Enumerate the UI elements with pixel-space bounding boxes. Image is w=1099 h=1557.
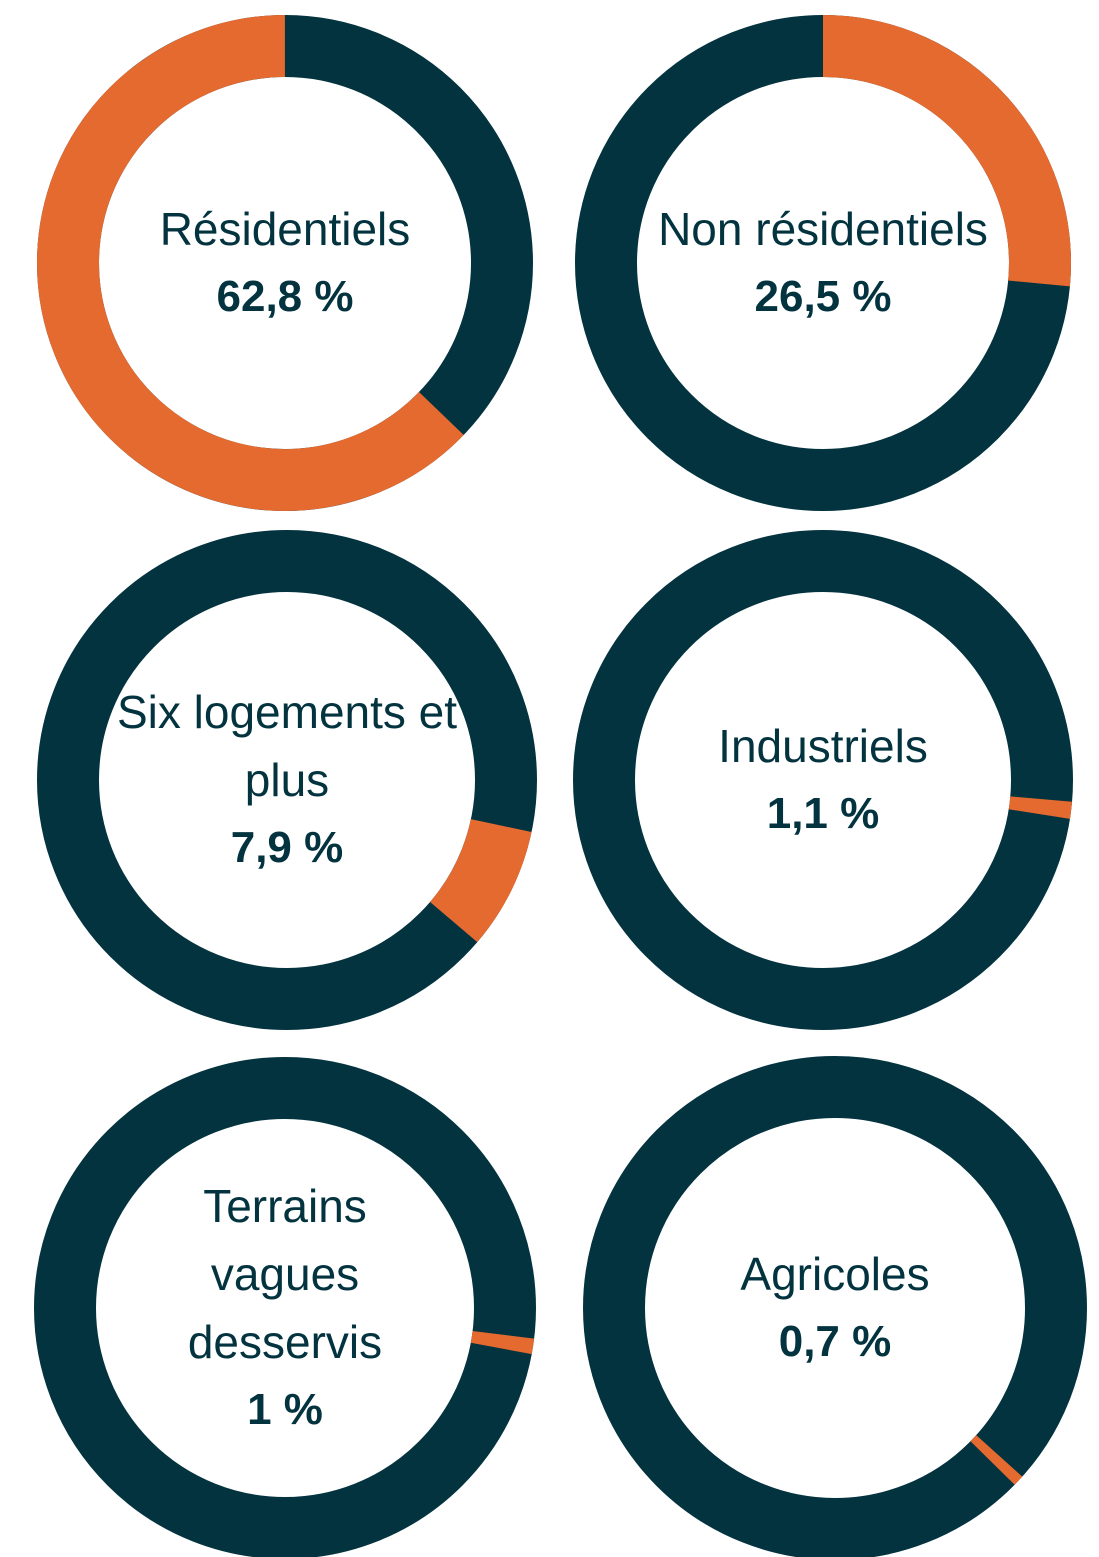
value-label: 0,7 % bbox=[778, 1317, 892, 1366]
donut-label: Non résidentiels 26,5 % bbox=[643, 195, 1003, 331]
donut-segment bbox=[37, 15, 464, 511]
donut-label: Résidentiels 62,8 % bbox=[105, 195, 465, 331]
donut-segment bbox=[970, 1435, 1023, 1485]
donut-track bbox=[34, 1057, 536, 1557]
donut-label: Industriels 1,1 % bbox=[643, 712, 1003, 848]
donut-label: Terrains vagues desservis 1 % bbox=[125, 1172, 445, 1444]
donut-label: Agricoles 0,7 % bbox=[655, 1240, 1015, 1376]
donut-title: Six logements et plus bbox=[116, 686, 458, 806]
donut-title: Industriels bbox=[718, 720, 928, 772]
donut-title: Terrains vagues desservis bbox=[187, 1180, 383, 1368]
donut-track bbox=[583, 1056, 1087, 1557]
value-label: 7,9 % bbox=[230, 823, 344, 872]
donut-segment bbox=[429, 818, 532, 943]
donut-track bbox=[573, 530, 1073, 1030]
donut-title: Non résidentiels bbox=[658, 203, 988, 255]
donut-segment bbox=[470, 1330, 535, 1355]
donut-label: Six logements et plus 7,9 % bbox=[107, 678, 467, 882]
value-label: 1,1 % bbox=[766, 789, 880, 838]
donut-track bbox=[37, 530, 537, 1030]
value-label: 62,8 % bbox=[216, 272, 354, 321]
value-label: 1 % bbox=[247, 1385, 323, 1434]
donut-title: Agricoles bbox=[740, 1248, 930, 1300]
donut-segment bbox=[822, 15, 1071, 287]
value-label: 26,5 % bbox=[754, 272, 892, 321]
donut-title: Résidentiels bbox=[159, 203, 411, 255]
donut-segment bbox=[1008, 796, 1073, 819]
